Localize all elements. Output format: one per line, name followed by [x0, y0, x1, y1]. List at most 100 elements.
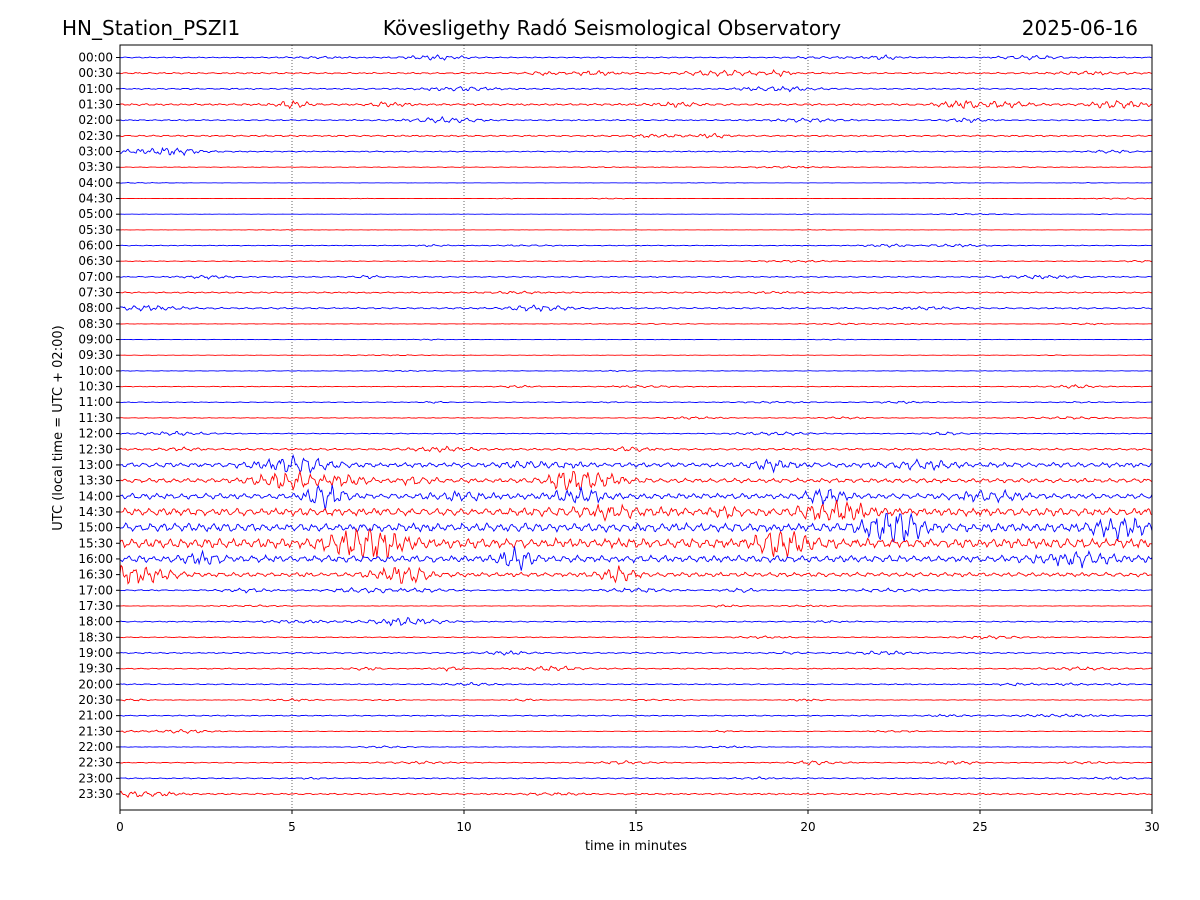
seismic-trace: [120, 384, 1153, 389]
seismic-trace: [119, 68, 1153, 78]
y-tick-label: 10:00: [78, 364, 113, 378]
x-tick-label: 30: [1144, 820, 1159, 834]
seismic-trace: [119, 512, 1153, 543]
y-tick-label: 19:00: [78, 646, 113, 660]
y-tick-label: 22:30: [78, 756, 113, 770]
seismic-trace: [119, 546, 1153, 571]
seismic-trace: [119, 115, 1152, 124]
y-tick-label: 18:00: [78, 615, 113, 629]
seismic-trace: [119, 484, 1153, 511]
seismic-trace: [120, 229, 1153, 231]
plot-frame: [119, 44, 1153, 811]
y-tick-label: 13:00: [78, 458, 113, 472]
seismic-trace: [119, 322, 1152, 326]
y-tick-label: 21:30: [78, 724, 113, 738]
seismic-trace: [119, 587, 1153, 594]
y-tick-label: 15:30: [78, 536, 113, 550]
y-tick-label: 20:00: [78, 677, 113, 691]
seismic-trace: [119, 146, 1153, 157]
y-tick-label: 19:30: [78, 662, 113, 676]
observatory-title: Kövesligethy Radó Seismological Observat…: [383, 16, 841, 40]
y-tick-label: 03:00: [78, 145, 113, 159]
y-tick-label: 01:00: [78, 82, 113, 96]
y-tick-label: 05:00: [78, 207, 113, 221]
seismic-trace: [119, 635, 1153, 640]
seismic-trace: [119, 650, 1153, 656]
y-tick-label: 09:00: [78, 333, 113, 347]
y-tick-label: 01:30: [78, 98, 113, 112]
seismic-trace: [120, 728, 1152, 735]
seismic-trace: [119, 713, 1152, 718]
y-tick-label: 06:00: [78, 239, 113, 253]
y-axis-label: UTC (local time = UTC + 02:00): [51, 325, 66, 530]
station-title: HN_Station_PSZI1: [62, 16, 240, 40]
y-tick-label: 12:00: [78, 427, 113, 441]
seismic-trace: [119, 760, 1152, 766]
y-tick-label: 00:30: [78, 66, 113, 80]
y-tick-label: 17:30: [78, 599, 113, 613]
y-tick-label: 21:00: [78, 709, 113, 723]
seismic-trace: [120, 500, 1153, 522]
seismic-trace: [119, 400, 1153, 405]
seismic-trace: [120, 165, 1153, 169]
x-tick-label: 10: [456, 820, 471, 834]
y-tick-label: 09:30: [78, 348, 113, 362]
seismic-trace: [119, 776, 1153, 780]
seismic-trace: [119, 304, 1153, 313]
y-tick-label: 04:30: [78, 192, 113, 206]
seismic-trace: [120, 259, 1153, 263]
y-tick-label: 14:00: [78, 489, 113, 503]
seismic-trace: [119, 354, 1153, 357]
x-axis-label: time in minutes: [585, 839, 687, 854]
seismic-trace: [119, 369, 1152, 373]
seismic-trace: [120, 665, 1152, 672]
y-tick-label: 17:00: [78, 583, 113, 597]
seismic-trace: [119, 416, 1152, 420]
y-tick-label: 08:30: [78, 317, 113, 331]
seismic-trace: [119, 99, 1153, 110]
y-tick-label: 00:00: [78, 51, 113, 65]
y-tick-label: 16:30: [78, 568, 113, 582]
seismic-trace: [120, 290, 1153, 295]
y-tick-label: 12:30: [78, 442, 113, 456]
y-tick-label: 08:00: [78, 301, 113, 315]
seismic-trace: [119, 469, 1153, 492]
x-tick-labels: 0 5 10 15 20 25 30: [116, 810, 1160, 834]
y-tick-label: 06:30: [78, 254, 113, 268]
seismic-trace: [119, 604, 1152, 608]
y-tick-label: 23:00: [78, 771, 113, 785]
seismic-trace: [119, 85, 1153, 93]
seismic-trace: [120, 682, 1153, 687]
seismic-trace: [119, 243, 1153, 248]
y-tick-label: 04:00: [78, 176, 113, 190]
seismic-trace: [119, 181, 1152, 184]
seismic-trace: [119, 132, 1153, 139]
y-tick-label: 07:00: [78, 270, 113, 284]
seismic-trace: [120, 197, 1153, 200]
y-tick-label: 20:30: [78, 693, 113, 707]
y-tick-label: 18:30: [78, 630, 113, 644]
seismic-trace: [119, 616, 1152, 627]
seismic-trace: [119, 213, 1152, 216]
seismic-trace: [119, 338, 1153, 341]
y-tick-label: 02:30: [78, 129, 113, 143]
seismic-trace: [119, 527, 1153, 559]
y-tick-label: 07:30: [78, 286, 113, 300]
y-tick-label: 22:00: [78, 740, 113, 754]
x-tick-label: 0: [116, 820, 124, 834]
seismic-trace: [119, 274, 1152, 280]
y-tick-label: 16:00: [78, 552, 113, 566]
seismic-trace: [120, 430, 1152, 436]
x-tick-label: 15: [628, 820, 643, 834]
y-tick-label: 13:30: [78, 474, 113, 488]
y-tick-label: 10:30: [78, 380, 113, 394]
trace-group: [119, 54, 1153, 799]
y-tick-label: 03:30: [78, 160, 113, 174]
seismic-trace: [119, 445, 1153, 453]
seismic-trace: [119, 745, 1153, 749]
seismic-trace: [119, 564, 1153, 585]
y-tick-label: 05:30: [78, 223, 113, 237]
seismic-trace: [120, 697, 1152, 702]
x-tick-label: 5: [288, 820, 296, 834]
